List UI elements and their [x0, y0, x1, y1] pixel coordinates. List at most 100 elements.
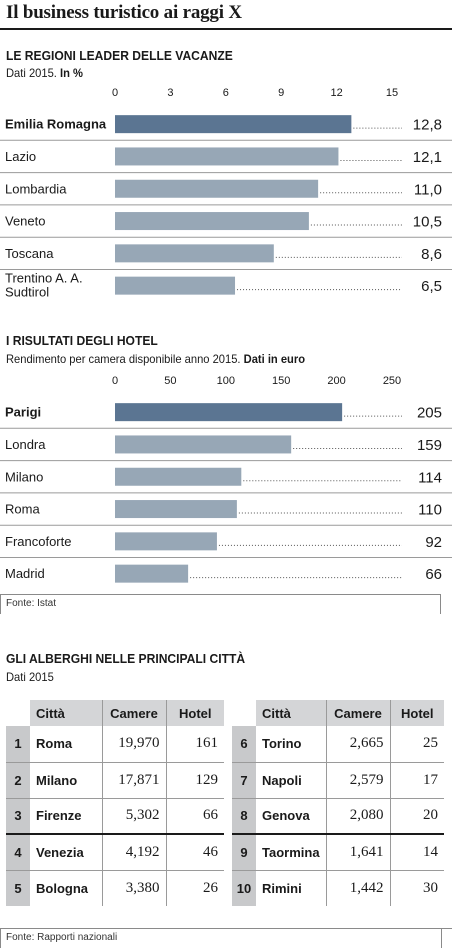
- hotels-bar-chart: 0 50 100 150 200 250 Parigi 205 Londra 159 Milano 1…: [0, 375, 452, 583]
- hotel-value: 20: [389, 798, 444, 835]
- value-label: 11,0: [414, 181, 442, 198]
- bar: [115, 115, 352, 134]
- value-label: 205: [417, 405, 442, 422]
- camere-value: 2,665: [325, 726, 390, 763]
- category-label: Francoforte: [5, 534, 71, 549]
- category-label: Emilia Romagna: [5, 117, 107, 132]
- x-tick-label: 100: [217, 375, 235, 387]
- rank-number: 2: [6, 762, 30, 799]
- camere-value: 17,871: [101, 762, 166, 799]
- rank-number: 3: [6, 798, 30, 835]
- table-title: GLI ALBERGHI NELLE PRINCIPALI CITTÀ: [6, 651, 246, 666]
- chart2-frame-left: [0, 594, 1, 614]
- table-row: 1 Roma 19,970 161: [6, 726, 224, 763]
- bar: [115, 244, 274, 263]
- camere-value: 3,380: [101, 870, 166, 906]
- bar: [115, 467, 242, 486]
- chart2-source: Fonte: Istat: [6, 598, 57, 609]
- bar: [115, 147, 339, 166]
- rank-header: [232, 700, 256, 726]
- chart2-title: I RISULTATI DEGLI HOTEL: [6, 333, 158, 348]
- camere-value: 1,641: [325, 834, 390, 871]
- x-tick-label: 0: [112, 375, 118, 387]
- column-header-camere: Camere: [325, 700, 390, 726]
- city-name: Venezia: [30, 834, 102, 871]
- camere-value: 2,579: [325, 762, 390, 799]
- bar: [115, 532, 217, 551]
- x-tick-label: 6: [223, 87, 229, 99]
- value-label: 12,1: [413, 149, 442, 166]
- value-label: 12,8: [413, 117, 442, 134]
- category-label: Lazio: [5, 149, 36, 164]
- city-name: Genova: [256, 798, 326, 835]
- rank-number: 4: [6, 834, 30, 871]
- hotel-value: 161: [165, 726, 224, 763]
- table-subtitle: Dati 2015: [6, 670, 54, 684]
- column-header-hotel: Hotel: [389, 700, 444, 726]
- category-label: Parigi: [5, 405, 41, 420]
- bar: [115, 276, 236, 295]
- rank-number: 5: [6, 870, 30, 906]
- chart2-bottom-rule: [0, 594, 440, 595]
- table-row: 6 Torino 2,665 25: [232, 726, 444, 763]
- rank-number: 7: [232, 762, 256, 799]
- table-frame-left: [0, 928, 1, 948]
- bar: [115, 500, 237, 519]
- bar: [115, 403, 343, 422]
- x-tick-label: 12: [330, 87, 342, 99]
- camere-value: 1,442: [325, 870, 390, 906]
- city-name: Roma: [30, 726, 102, 763]
- category-label: Toscana: [5, 246, 54, 261]
- title-rule: [0, 28, 452, 30]
- category-label: Roma: [5, 502, 40, 517]
- table-frame-right: [441, 928, 442, 948]
- column-header-hotel: Hotel: [165, 700, 224, 726]
- rank-number: 1: [6, 726, 30, 763]
- value-label: 6,5: [421, 278, 442, 295]
- hotel-value: 30: [389, 870, 444, 906]
- value-label: 110: [418, 502, 442, 519]
- chart1-title: LE REGIONI LEADER DELLE VACANZE: [6, 48, 233, 63]
- camere-value: 19,970: [101, 726, 166, 763]
- camere-value: 5,302: [101, 798, 166, 835]
- bar: [115, 435, 292, 454]
- chart2-frame-right: [440, 594, 441, 614]
- rank-header: [6, 700, 30, 726]
- bar: [115, 212, 309, 231]
- table-row: 2 Milano 17,871 129: [6, 762, 224, 799]
- table-row: 3 Firenze 5,302 66: [6, 798, 224, 835]
- city-name: Taormina: [256, 834, 326, 871]
- hotel-value: 46: [165, 834, 224, 871]
- city-name: Rimini: [262, 880, 302, 896]
- x-tick-label: 200: [327, 375, 345, 387]
- table-bottom-rule: [0, 928, 452, 929]
- table-source: Fonte: Rapporti nazionali: [6, 932, 118, 943]
- city-name: Milano: [30, 762, 102, 799]
- x-tick-label: 3: [167, 87, 173, 99]
- column-header-city: Città: [30, 700, 102, 726]
- x-tick-label: 50: [164, 375, 176, 387]
- rank-number: 9: [232, 834, 256, 871]
- table-row: 7 Napoli 2,579 17: [232, 762, 444, 799]
- table-row: 4 Venezia 4,192 46: [6, 834, 224, 871]
- x-tick-label: 9: [278, 87, 284, 99]
- column-header-camere: Camere: [101, 700, 166, 726]
- value-label: 10,5: [413, 214, 442, 231]
- hotels-table-right: Città Camere Hotel 6 Torino 2,665 25 7 Napoli…: [232, 700, 444, 906]
- table-row: 8 Genova 2,080 20: [232, 798, 444, 835]
- value-label: 8,6: [421, 246, 442, 263]
- category-label: Lombardia: [5, 181, 67, 196]
- category-label: Milano: [5, 469, 43, 484]
- city-name: Bologna: [36, 880, 88, 896]
- city-name: Torino: [256, 726, 326, 763]
- chart1-subtitle: Dati 2015. In %: [6, 66, 83, 80]
- camere-value: 2,080: [325, 798, 390, 835]
- regions-bar-chart: 0 3 6 9 12 15 Emilia Romagna 12,8 Lazio 12,1 Lomba…: [0, 87, 452, 300]
- x-tick-label: 0: [112, 87, 118, 99]
- category-label: Londra: [5, 437, 46, 452]
- hotel-value: 129: [165, 762, 224, 799]
- category-label: Veneto: [5, 214, 46, 229]
- hotel-value: 25: [389, 726, 444, 763]
- page-title: Il business turistico ai raggi X: [6, 2, 242, 23]
- chart2-subtitle: Rendimento per camera disponibile anno 2…: [6, 352, 306, 366]
